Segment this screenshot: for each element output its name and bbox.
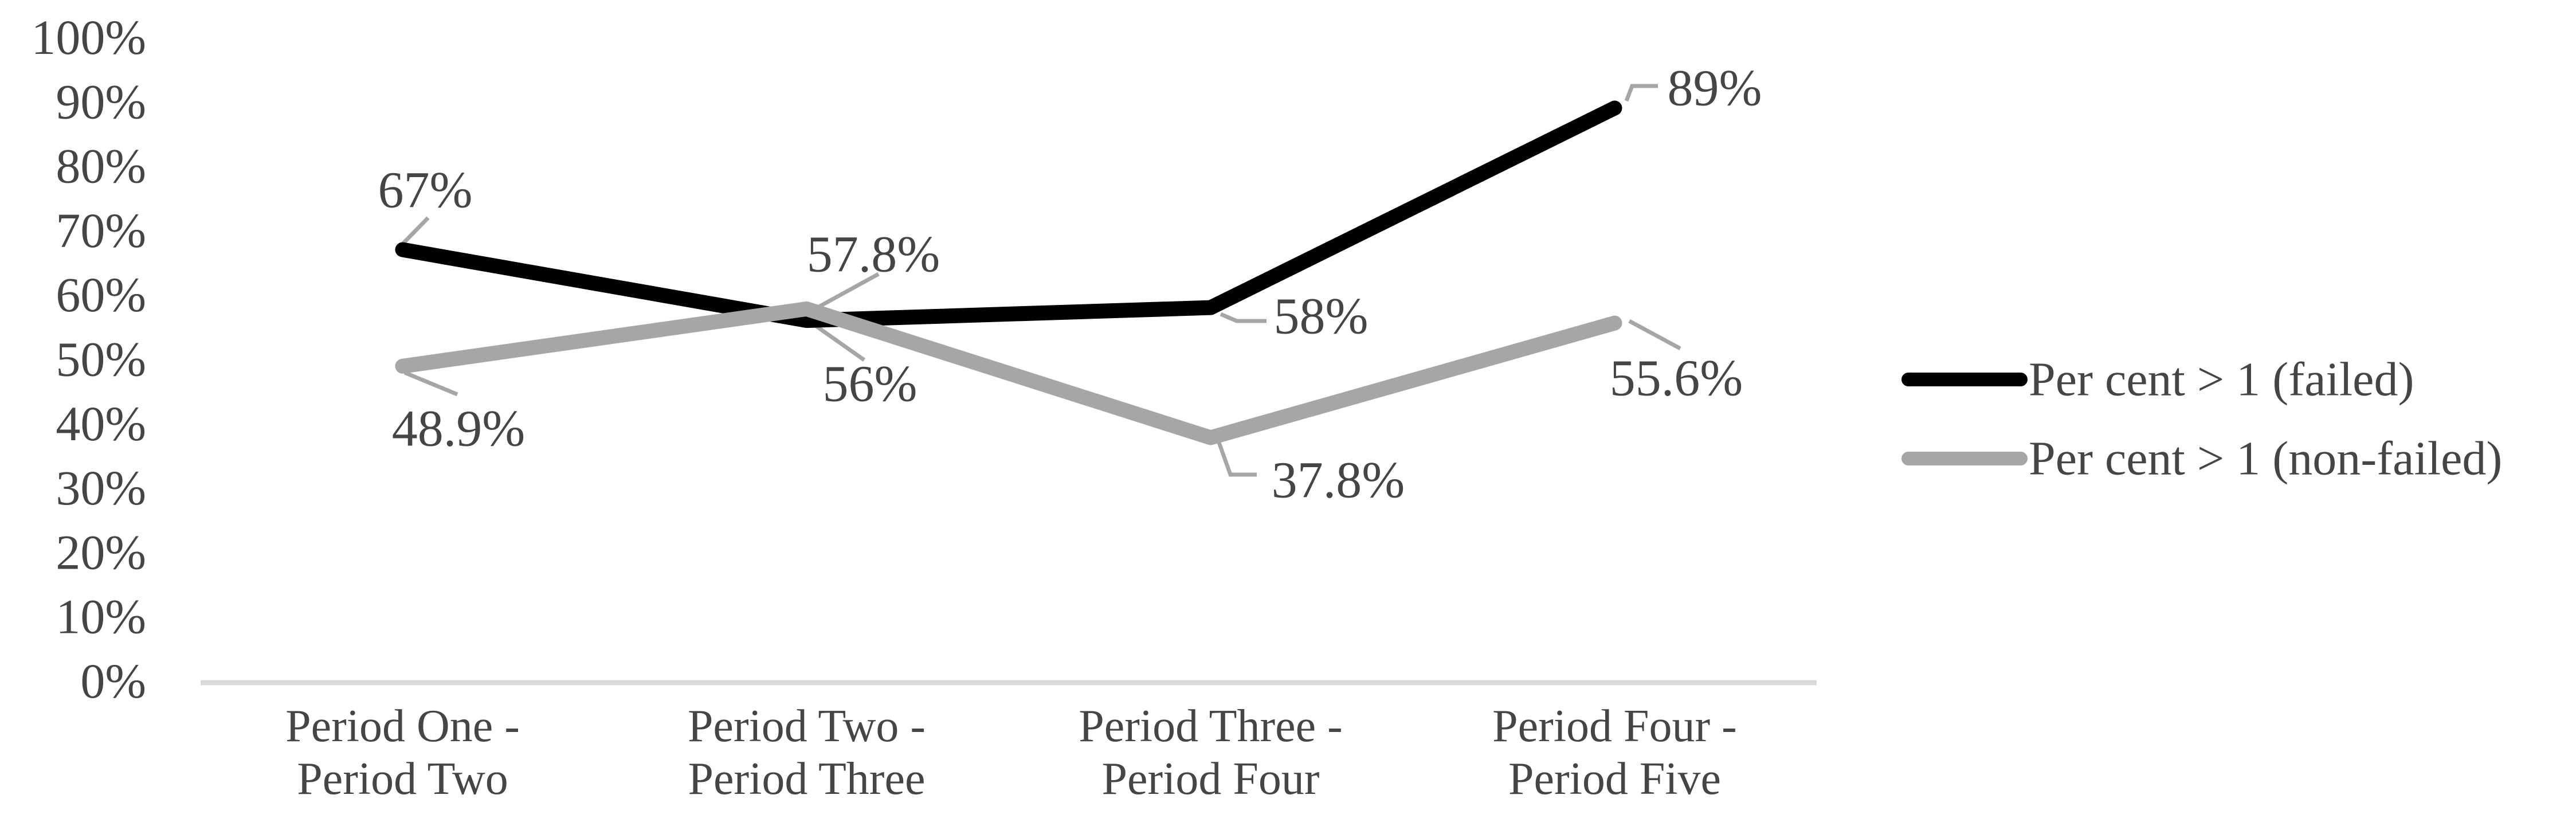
series-line-non-failed <box>395 301 1622 445</box>
legend-item-non-failed: Per cent > 1 (non-failed) <box>1901 432 2502 486</box>
y-tick-label: 0% <box>80 653 146 708</box>
legend: Per cent > 1 (failed) Per cent > 1 (non-f… <box>1901 353 2502 486</box>
leader-line <box>812 323 866 362</box>
y-tick-label: 10% <box>56 589 146 644</box>
legend-item-failed: Per cent > 1 (failed) <box>1901 353 2414 406</box>
x-category-label: Period One -Period Two <box>285 701 520 804</box>
data-label: 55.6% <box>1610 350 1743 407</box>
x-category-label: Period Two -Period Three <box>688 701 926 804</box>
y-tick-label: 40% <box>56 396 146 451</box>
data-label: 37.8% <box>1272 452 1405 509</box>
legend-label: Per cent > 1 (failed) <box>2029 353 2414 406</box>
data-label: 58% <box>1274 288 1369 345</box>
leader-line <box>1217 441 1257 477</box>
y-axis-tick-labels: 100% 90% 80% 70% 60% 50% 40% 30% 20% 10% 0% <box>31 10 146 708</box>
data-label: 56% <box>823 356 918 413</box>
leader-line <box>1220 312 1267 323</box>
y-tick-label: 30% <box>56 460 146 515</box>
series-lines <box>395 100 1622 445</box>
y-tick-label: 50% <box>56 332 146 387</box>
legend-label: Per cent > 1 (non-failed) <box>2029 432 2502 486</box>
series-line-failed <box>395 100 1622 328</box>
leader-line <box>1624 84 1658 102</box>
x-category-label: Period Three -Period Four <box>1079 701 1343 804</box>
y-tick-label: 80% <box>56 139 146 194</box>
data-label-leader-lines <box>401 84 1681 477</box>
data-label: 67% <box>378 162 473 219</box>
y-tick-label: 90% <box>56 74 146 129</box>
data-label: 89% <box>1668 60 1762 117</box>
y-tick-label: 70% <box>56 203 146 258</box>
data-label: 57.8% <box>807 226 940 283</box>
data-point-labels: 67% 56% 58% 89% 48.9% 57.8% 37.8% 55.6% <box>378 60 1762 509</box>
x-category-label: Period Four -Period Five <box>1492 701 1737 804</box>
y-tick-label: 60% <box>56 267 146 322</box>
leader-line <box>401 216 430 245</box>
leader-line <box>1628 319 1681 351</box>
y-tick-label: 20% <box>56 524 146 580</box>
leader-line <box>813 272 880 312</box>
data-label: 48.9% <box>392 401 525 457</box>
x-axis-category-labels: Period One -Period Two Period Two -Period… <box>285 701 1737 804</box>
y-tick-label: 100% <box>31 10 146 65</box>
leader-line <box>403 370 458 397</box>
